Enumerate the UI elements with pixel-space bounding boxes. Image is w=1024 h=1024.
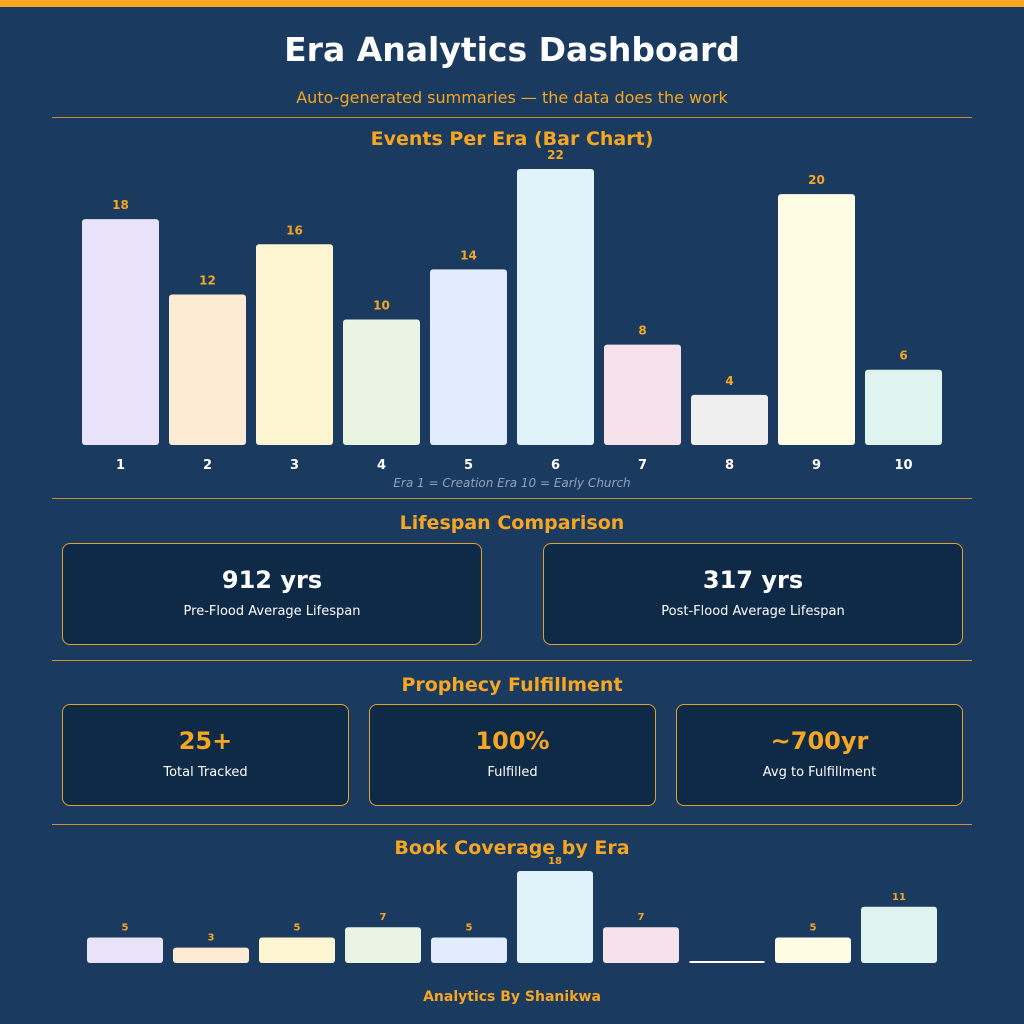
x-tick-label: 7 (638, 458, 647, 473)
bar-value-label: 12 (199, 273, 216, 287)
prophecy-total-label: Total Tracked (163, 765, 248, 780)
bar-era-6 (517, 169, 594, 445)
prophecy-avg-card: ~700yr Avg to Fulfillment (676, 704, 963, 806)
bar-value-label: 5 (810, 922, 817, 933)
bar-era-8 (691, 394, 768, 445)
prophecy-fulfilled-value: 100% (475, 727, 550, 755)
bar-value-label: 6 (899, 349, 907, 363)
bar-era-6 (517, 871, 593, 963)
bar-value-label: 18 (548, 856, 562, 867)
divider (52, 824, 972, 825)
bar-era-9 (775, 937, 851, 963)
bar-value-label: 5 (122, 922, 129, 933)
prophecy-avg-value: ~700yr (770, 727, 869, 755)
pre-flood-lifespan-card: 912 yrs Pre-Flood Average Lifespan (62, 543, 482, 645)
bar-era-2 (173, 947, 249, 963)
bar-era-9 (778, 194, 855, 445)
bar-value-label: 7 (380, 912, 387, 923)
lifespan-section-title: Lifespan Comparison (399, 512, 625, 534)
prophecy-avg-label: Avg to Fulfillment (762, 765, 877, 780)
bar-value-label: 5 (294, 922, 301, 933)
x-tick-label: 1 (116, 458, 125, 473)
divider (52, 498, 972, 499)
bar-era-3 (259, 937, 335, 963)
prophecy-fulfilled-card: 100% Fulfilled (369, 704, 656, 806)
x-tick-label: 8 (725, 458, 734, 473)
coverage-bar-chart: 5 3 5 7 5 18 7 5 11 (87, 856, 937, 963)
bar-value-label: 11 (892, 892, 906, 903)
bar-value-label: 3 (208, 933, 215, 944)
bar-era-5 (430, 269, 507, 445)
x-tick-label: 6 (551, 458, 560, 473)
bar-era-10 (861, 906, 937, 963)
bar-era-4 (345, 927, 421, 963)
bar-era-7 (604, 344, 681, 445)
bar-value-label: 10 (373, 299, 390, 313)
bar-era-3 (256, 244, 333, 445)
bar-era-5 (431, 937, 507, 963)
footer-credit: Analytics By Shanikwa (423, 989, 601, 1005)
prophecy-total-card: 25+ Total Tracked (62, 704, 349, 806)
x-tick-label: 3 (290, 458, 299, 473)
x-tick-label: 9 (812, 458, 821, 473)
pre-flood-lifespan-value: 912 yrs (221, 566, 323, 594)
post-flood-lifespan-label: Post-Flood Average Lifespan (661, 604, 845, 619)
events-section-title: Events Per Era (Bar Chart) (370, 128, 654, 150)
x-tick-label: 4 (377, 458, 386, 473)
x-tick-label: 10 (894, 458, 912, 473)
prophecy-fulfilled-label: Fulfilled (487, 765, 538, 780)
bar-value-label: 4 (725, 374, 733, 388)
bar-value-label: 8 (638, 324, 646, 338)
bar-era-8 (689, 961, 765, 963)
divider (52, 117, 972, 118)
x-tick-label: 2 (203, 458, 212, 473)
post-flood-lifespan-value: 317 yrs (702, 566, 804, 594)
bar-era-2 (169, 294, 246, 445)
bar-value-label: 18 (112, 198, 129, 212)
events-bar-chart: 18 1 12 2 16 3 10 4 14 5 22 6 8 7 4 8 20 9 6 10 (82, 148, 942, 473)
bar-era-1 (82, 219, 159, 445)
top-accent-bar (0, 0, 1024, 7)
page-subtitle: Auto-generated summaries — the data does… (296, 88, 728, 107)
bar-value-label: 5 (466, 922, 473, 933)
bar-value-label: 16 (286, 223, 303, 237)
bar-era-4 (343, 319, 420, 445)
page-title: Era Analytics Dashboard (284, 30, 740, 69)
bar-era-1 (87, 937, 163, 963)
coverage-section-title: Book Coverage by Era (394, 837, 630, 859)
bar-value-label: 7 (638, 912, 645, 923)
x-tick-label: 5 (464, 458, 473, 473)
bar-era-7 (603, 927, 679, 963)
bar-value-label: 14 (460, 248, 477, 262)
era-legend-note: Era 1 = Creation Era 10 = Early Church (393, 476, 631, 490)
divider (52, 660, 972, 661)
prophecy-section-title: Prophecy Fulfillment (401, 674, 623, 696)
bar-era-10 (865, 369, 942, 445)
pre-flood-lifespan-label: Pre-Flood Average Lifespan (183, 604, 361, 619)
bar-value-label: 22 (547, 148, 564, 162)
prophecy-total-value: 25+ (178, 727, 233, 755)
bar-value-label: 20 (808, 173, 825, 187)
post-flood-lifespan-card: 317 yrs Post-Flood Average Lifespan (543, 543, 963, 645)
